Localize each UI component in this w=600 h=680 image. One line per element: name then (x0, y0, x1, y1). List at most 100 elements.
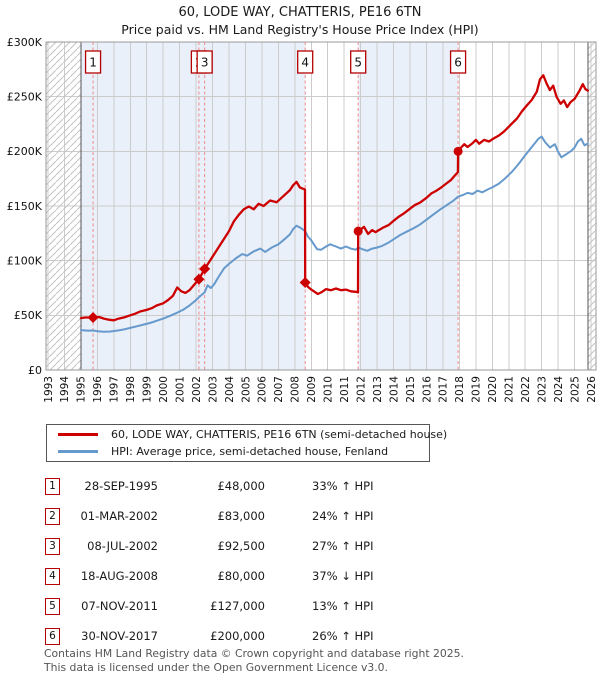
x-tick-label: 2021 (504, 376, 516, 403)
x-tick-label: 2015 (405, 376, 417, 403)
sale-marker-5 (353, 226, 363, 236)
x-tick-label: 2010 (323, 376, 335, 403)
sale-badge-number-3: 3 (201, 56, 209, 70)
x-tick-label: 2022 (520, 376, 532, 403)
chart-legend: 60, LODE WAY, CHATTERIS, PE16 6TN (semi-… (46, 424, 447, 462)
y-axis-labels: £0 £50K £100K £150K £200K £250K £300K (7, 36, 43, 377)
x-tick-label: 1999 (142, 376, 154, 403)
sale-marker-3 (199, 263, 211, 275)
legend-item-hpi: HPI: Average price, semi-detached house,… (47, 445, 429, 458)
sale-date: 07-NOV-2011 (81, 599, 158, 613)
y-tick-label: £50K (14, 309, 43, 322)
x-tick-label: 2025 (569, 376, 581, 403)
sale-badge-box-6 (449, 50, 467, 74)
sale-badge-box-3 (196, 50, 213, 74)
sale-number-badge: 5 (45, 597, 60, 615)
x-tick-label: 2012 (355, 376, 367, 403)
sale-badge-box-4 (297, 50, 314, 74)
sale-date: 30-NOV-2017 (81, 629, 158, 643)
x-tick-label: 2011 (339, 376, 351, 403)
y-tick-label: £150K (7, 200, 43, 213)
x-tick-label: 2000 (158, 376, 170, 403)
sale-marker-2 (193, 273, 205, 285)
x-tick-label: 1996 (92, 376, 104, 403)
sale-price: £48,000 (217, 479, 265, 493)
no-data-hatch-region (46, 42, 596, 370)
x-tick-label: 2023 (536, 376, 548, 403)
y-tick-label: £0 (28, 364, 42, 377)
sale-price: £80,000 (217, 569, 265, 583)
sale-badge-number-5: 5 (354, 56, 362, 70)
x-tick-label: 2004 (224, 376, 236, 403)
legend-swatch-property-line (58, 433, 98, 436)
legend-label-hpi: HPI: Average price, semi-detached house,… (111, 445, 389, 458)
x-tick-label: 2014 (388, 376, 400, 403)
property-price-series-line (79, 74, 589, 322)
sale-number-badges: 123456 (84, 50, 467, 74)
page-title: 60, LODE WAY, CHATTERIS, PE16 6TN (178, 5, 422, 20)
sale-badge-number-1: 1 (89, 56, 97, 70)
sale-hpi-delta: 33% ↑ HPI (312, 479, 374, 493)
x-axis-labels: 1993 1994 1995 1996 1997 1998 1999 2000 2001 2002… (43, 376, 598, 403)
sale-hpi-delta: 37% ↓ HPI (312, 569, 374, 583)
x-tick-label: 1995 (76, 376, 88, 403)
page-subtitle: Price paid vs. HM Land Registry's House … (121, 22, 479, 37)
sale-marker-6 (453, 146, 463, 156)
sale-badge-number-6: 6 (454, 56, 462, 70)
sale-number-badge: 3 (45, 537, 60, 555)
sale-badge-box-1 (84, 50, 102, 74)
sale-price: £92,500 (217, 539, 265, 553)
price-history-chart: 123456£0£50K£100K£150K£200K£250K£300K199… (7, 36, 598, 403)
x-tick-label: 1997 (109, 376, 121, 403)
sale-hpi-delta: 27% ↑ HPI (312, 539, 374, 553)
sale-badge-number-4: 4 (301, 56, 309, 70)
sale-price: £127,000 (210, 599, 265, 613)
x-tick-label: 2008 (290, 376, 302, 403)
plot-border (45, 41, 597, 371)
sale-date: 28-SEP-1995 (84, 479, 158, 493)
sale-hpi-delta: 24% ↑ HPI (312, 509, 374, 523)
x-tick-label: 2017 (438, 376, 450, 403)
sale-row-6: 6 30-NOV-2017 £200,000 26% ↑ HPI (45, 621, 565, 651)
sale-row-2: 2 01-MAR-2002 £83,000 24% ↑ HPI (45, 501, 565, 531)
sale-number-badge: 4 (45, 567, 60, 585)
y-tick-label: £300K (7, 36, 43, 49)
x-tick-label: 2026 (586, 376, 598, 403)
x-tick-label: 2009 (306, 376, 318, 403)
sale-number-badge: 2 (45, 507, 60, 525)
license-footer: Contains HM Land Registry data © Crown c… (44, 647, 464, 675)
sale-row-4: 4 18-AUG-2008 £80,000 37% ↓ HPI (45, 561, 565, 591)
x-tick-label: 2003 (207, 376, 219, 403)
legend-item-property: 60, LODE WAY, CHATTERIS, PE16 6TN (semi-… (47, 428, 447, 441)
footer-line-1: Contains HM Land Registry data © Crown c… (44, 647, 464, 660)
sale-hpi-delta: 26% ↑ HPI (312, 629, 374, 643)
sale-marker-1 (87, 312, 99, 324)
x-tick-label: 2001 (174, 376, 186, 403)
sale-date: 18-AUG-2008 (80, 569, 158, 583)
y-tick-label: £250K (7, 90, 43, 103)
sales-table: 1 28-SEP-1995 £48,000 33% ↑ HPI 2 01-MAR-2002… (45, 471, 565, 651)
x-tick-label: 2013 (372, 376, 384, 403)
sale-row-3: 3 08-JUL-2002 £92,500 27% ↑ HPI (45, 531, 565, 561)
sale-price: £200,000 (210, 629, 265, 643)
x-tick-label: 2007 (273, 376, 285, 403)
footer-line-2: This data is licensed under the Open Gov… (44, 660, 388, 674)
x-tick-label: 2006 (257, 376, 269, 403)
x-tick-label: 2005 (240, 376, 252, 403)
sale-row-1: 1 28-SEP-1995 £48,000 33% ↑ HPI (45, 471, 565, 501)
y-tick-label: £200K (7, 145, 43, 158)
x-tick-label: 2018 (454, 376, 466, 403)
sale-price: £83,000 (217, 509, 265, 523)
legend-swatch-hpi-line (58, 450, 98, 453)
x-tick-label: 2002 (191, 376, 203, 403)
x-tick-label: 1998 (125, 376, 137, 403)
sale-number-badge: 6 (45, 627, 60, 645)
sale-marker-4 (299, 277, 311, 289)
x-tick-label: 1993 (43, 376, 55, 403)
legend-label-property: 60, LODE WAY, CHATTERIS, PE16 6TN (semi-… (111, 428, 448, 441)
sale-badge-box-5 (350, 50, 367, 74)
x-tick-label: 2024 (553, 376, 565, 403)
x-tick-label: 2019 (471, 376, 483, 403)
sale-number-badge: 1 (45, 477, 60, 495)
